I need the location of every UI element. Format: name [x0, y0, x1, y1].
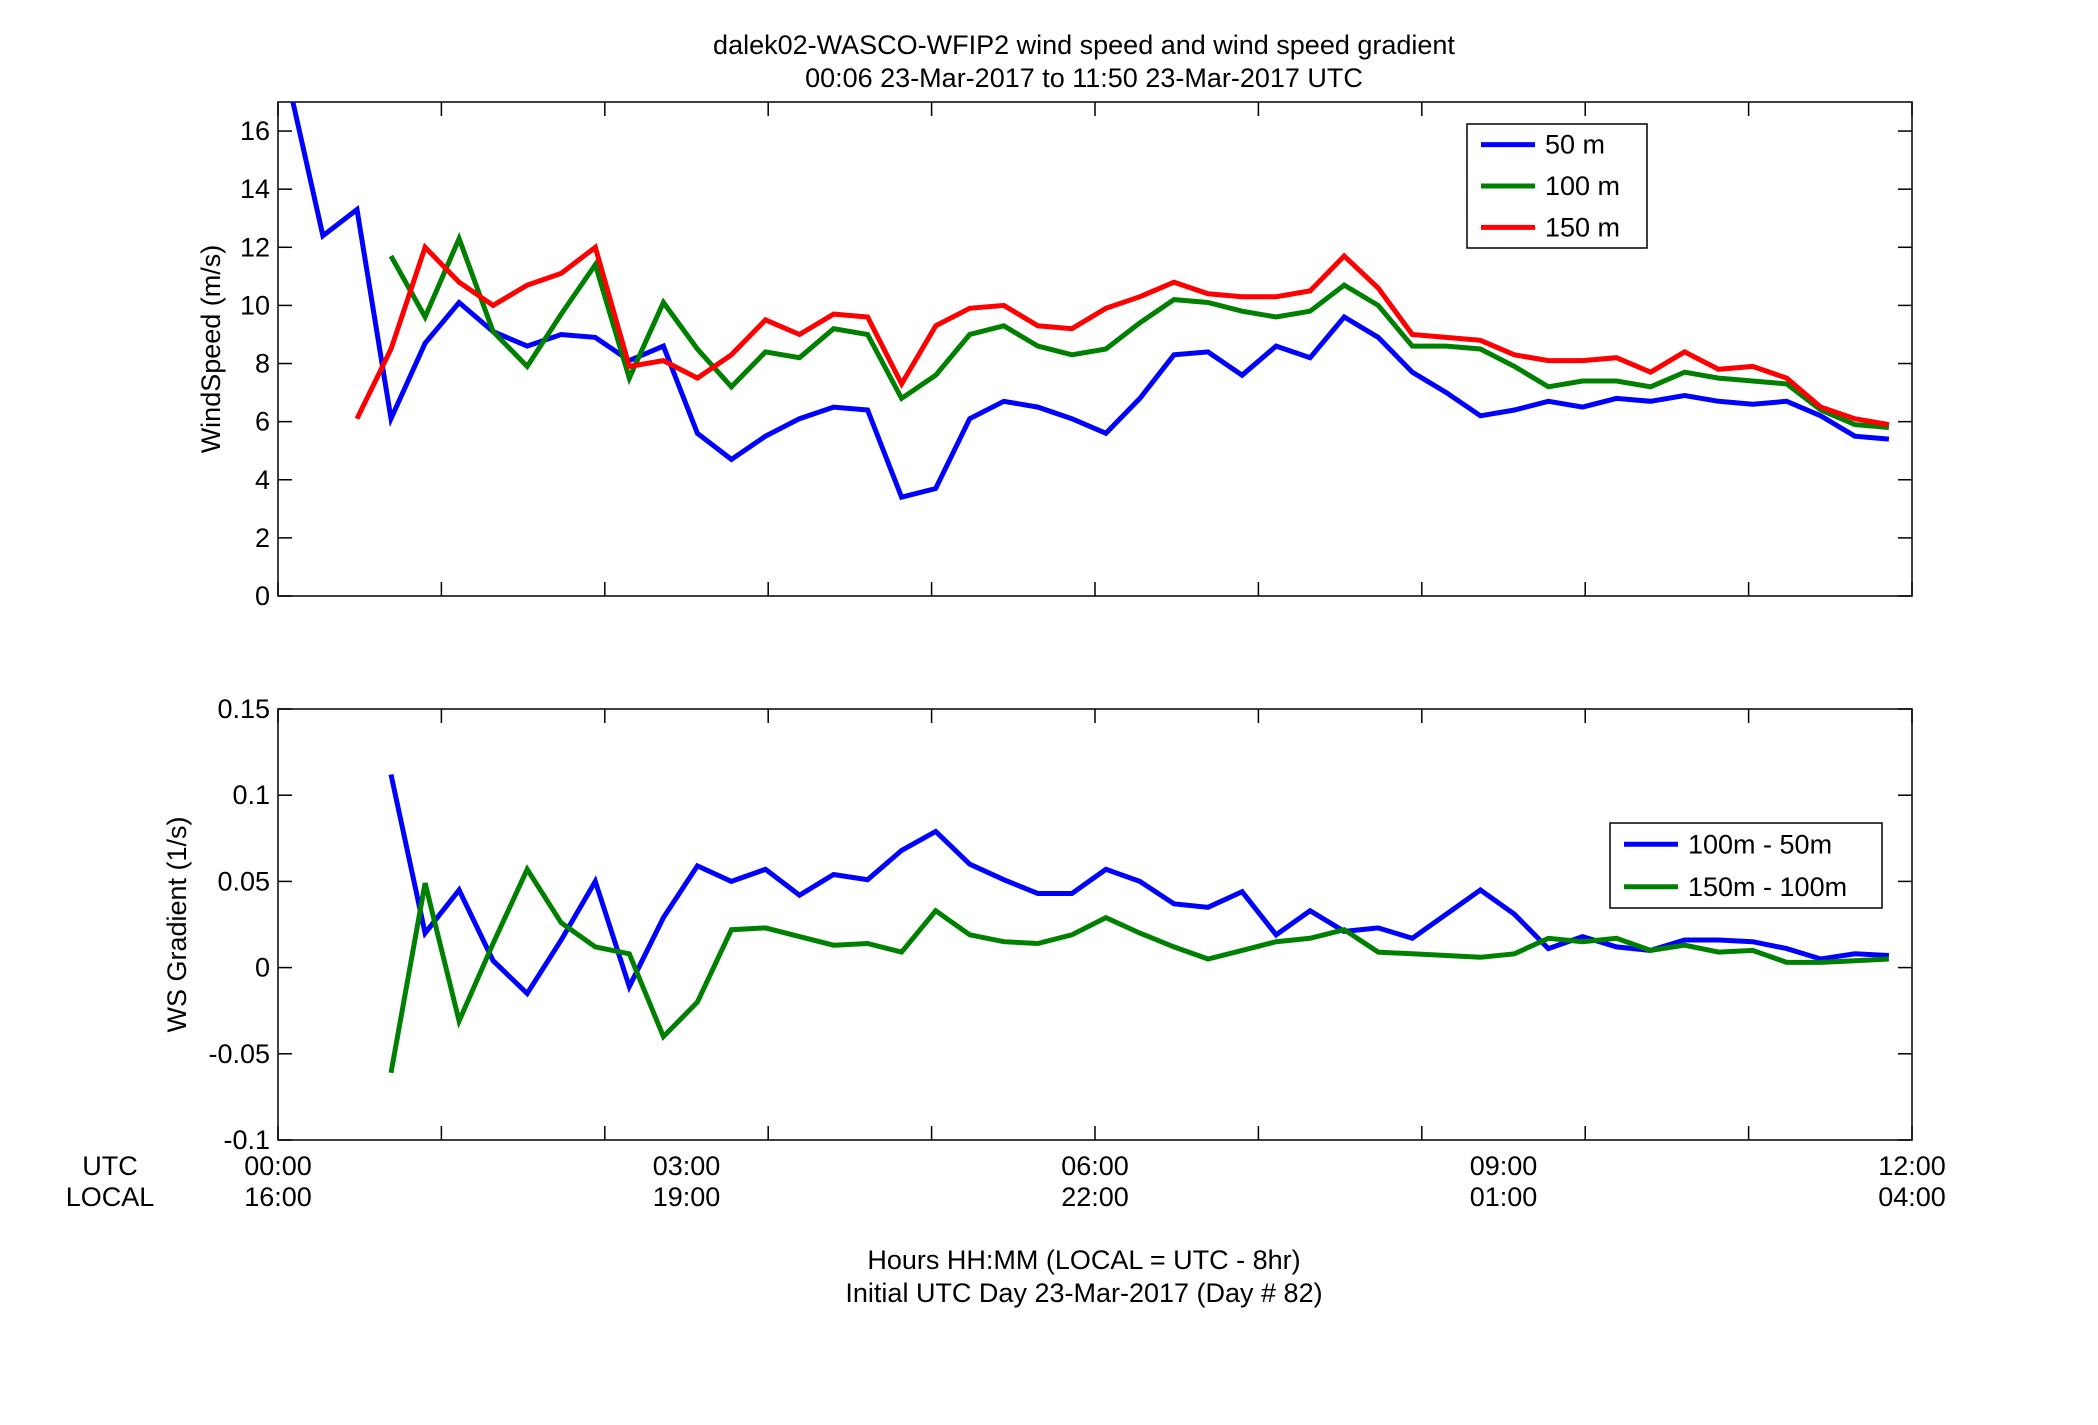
utc-tick-label: 03:00	[653, 1151, 721, 1181]
utc-tick-label: 00:00	[244, 1151, 312, 1181]
y-tick-label: 2	[255, 523, 270, 553]
series-line-50m	[290, 102, 1890, 501]
y-tick-label: 0	[255, 581, 270, 611]
y-tick-label: 0.15	[217, 694, 270, 724]
series-line-100m-50m	[388, 773, 1890, 998]
y-tick-label: 16	[240, 116, 270, 146]
utc-tick-label: 09:00	[1470, 1151, 1538, 1181]
series-line-150m-100m	[388, 864, 1890, 1074]
legend-entry-label: 100m - 50m	[1688, 829, 1832, 859]
y-tick-label: 0	[255, 953, 270, 983]
local-tick-label: 01:00	[1470, 1182, 1538, 1212]
chart-title-line2: 00:06 23-Mar-2017 to 11:50 23-Mar-2017 U…	[805, 63, 1363, 93]
x-axis-label-line1: Hours HH:MM (LOCAL = UTC - 8hr)	[867, 1245, 1300, 1275]
local-row-label: LOCAL	[66, 1182, 155, 1212]
local-tick-label: 19:00	[653, 1182, 721, 1212]
local-tick-label: 04:00	[1878, 1182, 1946, 1212]
x-axis-label-line2: Initial UTC Day 23-Mar-2017 (Day # 82)	[845, 1278, 1322, 1308]
utc-tick-label: 06:00	[1061, 1151, 1129, 1181]
chart-title-line1: dalek02-WASCO-WFIP2 wind speed and wind …	[713, 30, 1455, 60]
y-tick-label: -0.1	[223, 1125, 270, 1155]
legend: 100m - 50m 150m - 100m	[1609, 822, 1883, 909]
y-tick-label: -0.05	[208, 1039, 270, 1069]
legend-entry-label: 50 m	[1545, 130, 1605, 160]
legend-entry-label: 150 m	[1545, 212, 1620, 242]
y-tick-label: 0.05	[217, 866, 270, 896]
y-tick-label: 0.1	[232, 780, 270, 810]
y-tick-label: 10	[240, 290, 270, 320]
utc-tick-label: 12:00	[1878, 1151, 1946, 1181]
windspeed-panel: 0 2 4 6 8 10 12 14 16 WindSpeed (m/s) 50 m 100 m 150…	[196, 101, 1913, 611]
y-tick-label: 14	[240, 174, 270, 204]
legend-entry-label: 100 m	[1545, 171, 1620, 201]
series-line-150m	[354, 242, 1890, 428]
gradient-panel: -0.1 -0.05 0 0.05 0.1 0.15 WS Gradient (1/s) 10…	[162, 694, 1913, 1155]
legend: 50 m 100 m 150 m	[1466, 123, 1648, 249]
utc-row-label: UTC	[82, 1151, 138, 1181]
y-tick-label: 8	[255, 349, 270, 379]
y-tick-label: 4	[255, 465, 270, 495]
local-tick-label: 22:00	[1061, 1182, 1129, 1212]
y-axis-label: WindSpeed (m/s)	[196, 245, 226, 454]
y-axis-label: WS Gradient (1/s)	[162, 816, 192, 1032]
y-tick-label: 12	[240, 232, 270, 262]
legend-entry-label: 150m - 100m	[1688, 872, 1847, 902]
y-tick-label: 6	[255, 407, 270, 437]
legend-box	[1609, 822, 1883, 909]
series-line-100m	[388, 231, 1890, 430]
local-tick-label: 16:00	[244, 1182, 312, 1212]
